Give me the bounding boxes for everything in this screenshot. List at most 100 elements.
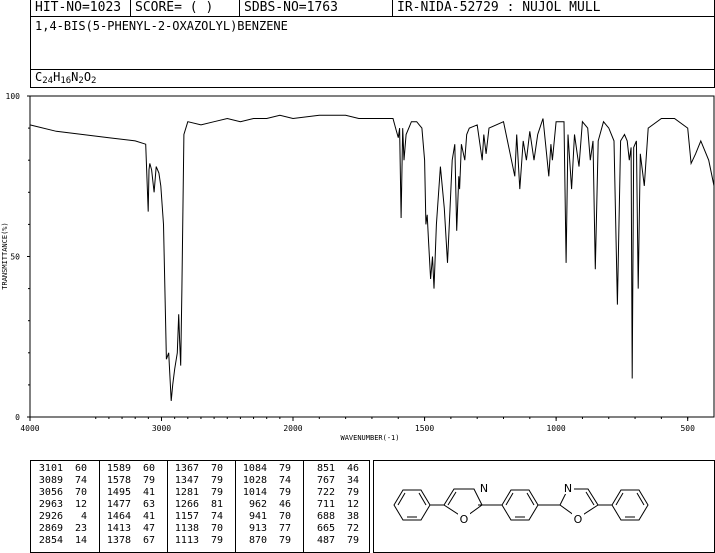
peak-row: 665 72 xyxy=(307,523,359,535)
peak-wavenumber: 1138 xyxy=(174,523,199,534)
peak-transmittance: 38 xyxy=(346,511,359,522)
x-tick-label: 1000 xyxy=(546,424,565,433)
hit-number: HIT-NO=1023 xyxy=(35,0,122,15)
formula-divider xyxy=(31,69,714,70)
peak-row: 3101 60 xyxy=(35,463,87,475)
x-axis-label: WAVENUMBER(-1) xyxy=(340,434,399,442)
plot-frame xyxy=(29,95,715,418)
x-tick-label: 500 xyxy=(680,424,695,433)
peak-transmittance: 74 xyxy=(278,475,291,486)
peak-transmittance: 81 xyxy=(210,499,223,510)
header-divider xyxy=(239,0,240,16)
peak-transmittance: 23 xyxy=(74,523,87,534)
peak-wavenumber: 665 xyxy=(316,523,335,534)
peak-transmittance: 79 xyxy=(210,487,223,498)
peak-transmittance: 79 xyxy=(346,535,359,546)
peak-transmittance: 46 xyxy=(278,499,291,510)
peak-transmittance: 70 xyxy=(210,523,223,534)
spectrum-line xyxy=(29,114,715,401)
peak-row: 722 79 xyxy=(307,487,359,499)
peak-row: 1014 79 xyxy=(239,487,291,499)
peak-wavenumber: 1464 xyxy=(106,511,131,522)
peak-row: 1347 79 xyxy=(171,475,223,487)
peak-wavenumber: 1028 xyxy=(242,475,267,486)
peak-row: 1084 79 xyxy=(239,463,291,475)
phenyl-ring-center xyxy=(501,489,539,521)
formula-count: 2 xyxy=(91,76,97,86)
peak-wavenumber: 2854 xyxy=(38,535,63,546)
peak-column: 1589 60 1578 79 1495 41 1477 63 1464 41 1413 47 1378… xyxy=(103,463,155,547)
peak-column: 3101 60 3089 74 3056 70 2963 12 2926 4 2869 23 2854 1… xyxy=(35,463,87,547)
x-tick-label: 3000 xyxy=(152,424,171,433)
peak-transmittance: 70 xyxy=(210,463,223,474)
atom-label: O xyxy=(460,513,469,526)
header-divider xyxy=(392,0,393,16)
peak-wavenumber: 767 xyxy=(316,475,335,486)
peak-transmittance: 12 xyxy=(346,499,359,510)
peak-row: 1281 79 xyxy=(171,487,223,499)
peak-wavenumber: 913 xyxy=(248,523,267,534)
header-divider xyxy=(130,0,131,16)
formula-element: C xyxy=(35,70,43,84)
peak-transmittance: 79 xyxy=(142,475,155,486)
peak-wavenumber: 2869 xyxy=(38,523,63,534)
compound-box: 1,4-BIS(5-PHENYL-2-OXAZOLYL)BENZENE C24H… xyxy=(30,17,715,88)
peak-wavenumber: 1347 xyxy=(174,475,199,486)
formula-count: 16 xyxy=(60,76,72,86)
peak-transmittance: 60 xyxy=(142,463,155,474)
peak-transmittance: 79 xyxy=(346,487,359,498)
formula-count: 24 xyxy=(42,76,54,86)
formula-element: H xyxy=(53,70,61,84)
peak-row: 2963 12 xyxy=(35,499,87,511)
y-tick-label: 0 xyxy=(15,413,20,422)
peak-column: 851 46 767 34 722 79 711 12 688 38 665 72 487 79 xyxy=(307,463,359,547)
peak-transmittance: 70 xyxy=(278,511,291,522)
peak-wavenumber: 1113 xyxy=(174,535,199,546)
peak-column: 1367 70 1347 79 1281 79 1266 81 1157 74 1138 70 1113… xyxy=(171,463,223,547)
peak-wavenumber: 1378 xyxy=(106,535,131,546)
peak-transmittance: 79 xyxy=(278,487,291,498)
y-tick-label: 50 xyxy=(10,253,20,262)
peak-row: 767 34 xyxy=(307,475,359,487)
peak-transmittance: 47 xyxy=(142,523,155,534)
peak-row: 851 46 xyxy=(307,463,359,475)
peak-wavenumber: 487 xyxy=(316,535,335,546)
peak-row: 1138 70 xyxy=(171,523,223,535)
peak-column-divider xyxy=(235,461,236,552)
phenyl-ring-right xyxy=(611,489,649,521)
peak-wavenumber: 851 xyxy=(316,463,335,474)
peak-transmittance: 79 xyxy=(210,475,223,486)
peak-row: 1589 60 xyxy=(103,463,155,475)
peak-transmittance: 67 xyxy=(142,535,155,546)
atom-label: O xyxy=(574,513,583,526)
peak-transmittance: 79 xyxy=(210,535,223,546)
peak-column-divider xyxy=(99,461,100,552)
peak-transmittance: 79 xyxy=(278,535,291,546)
peak-transmittance: 60 xyxy=(74,463,87,474)
peak-wavenumber: 1477 xyxy=(106,499,131,510)
peak-row: 1413 47 xyxy=(103,523,155,535)
peak-transmittance: 14 xyxy=(74,535,87,546)
peak-table: 3101 60 3089 74 3056 70 2963 12 2926 4 2869 23 2854 1… xyxy=(30,460,370,553)
peak-row: 1266 81 xyxy=(171,499,223,511)
formula-element: O xyxy=(83,70,92,84)
peak-row: 1367 70 xyxy=(171,463,223,475)
peak-row: 688 38 xyxy=(307,511,359,523)
peak-row: 3089 74 xyxy=(35,475,87,487)
x-tick-label: 2000 xyxy=(283,424,302,433)
structure-drawing: N O N O xyxy=(393,482,649,526)
peak-wavenumber: 2926 xyxy=(38,511,63,522)
header-bar: HIT-NO=1023 SCORE= ( ) SDBS-NO=1763 IR-N… xyxy=(30,0,715,17)
peak-row: 1157 74 xyxy=(171,511,223,523)
peak-wavenumber: 3056 xyxy=(38,487,63,498)
peak-column: 1084 79 1028 74 1014 79 962 46 941 70 913 77 870 79 xyxy=(239,463,291,547)
peak-wavenumber: 1084 xyxy=(242,463,267,474)
peak-wavenumber: 941 xyxy=(248,511,267,522)
peak-row: 2926 4 xyxy=(35,511,87,523)
peak-transmittance: 12 xyxy=(74,499,87,510)
peak-wavenumber: 1281 xyxy=(174,487,199,498)
x-tick-label: 4000 xyxy=(20,424,39,433)
peak-wavenumber: 1157 xyxy=(174,511,199,522)
peak-row: 941 70 xyxy=(239,511,291,523)
molecular-structure: N O N O xyxy=(373,460,715,553)
